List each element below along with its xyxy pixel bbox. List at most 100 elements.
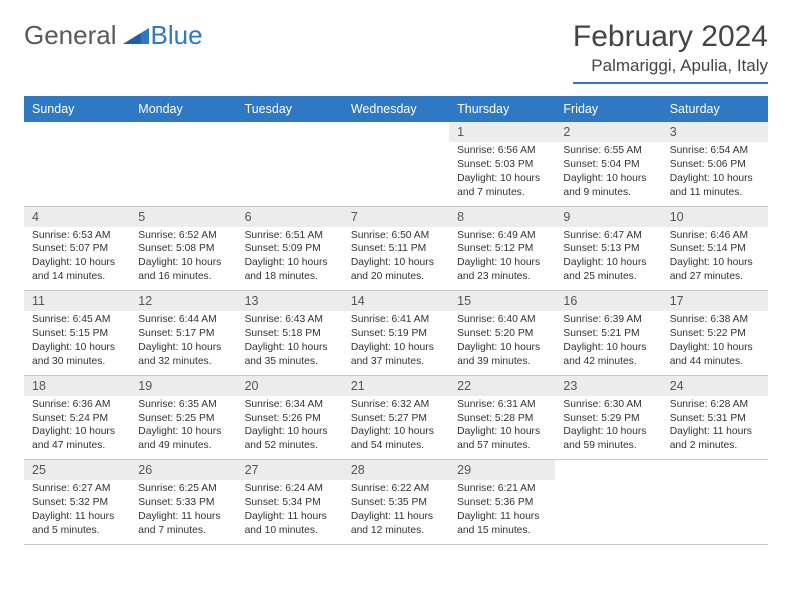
day-daylight: Daylight: 11 hours and 2 minutes.: [670, 425, 760, 453]
day-body: Sunrise: 6:35 AMSunset: 5:25 PMDaylight:…: [130, 398, 236, 454]
day-sunrise: Sunrise: 6:25 AM: [138, 482, 228, 496]
day-body: Sunrise: 6:44 AMSunset: 5:17 PMDaylight:…: [130, 313, 236, 369]
day-number: 20: [237, 376, 343, 396]
day-sunset: Sunset: 5:11 PM: [351, 242, 441, 256]
day-sunrise: Sunrise: 6:34 AM: [245, 398, 335, 412]
day-daylight: Daylight: 10 hours and 16 minutes.: [138, 256, 228, 284]
calendar-cell: [130, 122, 236, 207]
calendar-cell: 24Sunrise: 6:28 AMSunset: 5:31 PMDayligh…: [662, 376, 768, 461]
day-sunset: Sunset: 5:06 PM: [670, 158, 760, 172]
day-sunset: Sunset: 5:25 PM: [138, 412, 228, 426]
day-daylight: Daylight: 10 hours and 49 minutes.: [138, 425, 228, 453]
calendar-cell: 15Sunrise: 6:40 AMSunset: 5:20 PMDayligh…: [449, 291, 555, 376]
day-body: Sunrise: 6:50 AMSunset: 5:11 PMDaylight:…: [343, 229, 449, 285]
day-sunset: Sunset: 5:24 PM: [32, 412, 122, 426]
day-body: Sunrise: 6:56 AMSunset: 5:03 PMDaylight:…: [449, 144, 555, 200]
weekday-label: Thursday: [449, 96, 555, 122]
day-number: 22: [449, 376, 555, 396]
day-number: 26: [130, 460, 236, 480]
day-body: Sunrise: 6:54 AMSunset: 5:06 PMDaylight:…: [662, 144, 768, 200]
day-sunrise: Sunrise: 6:41 AM: [351, 313, 441, 327]
title-block: February 2024 Palmariggi, Apulia, Italy: [573, 20, 768, 84]
day-daylight: Daylight: 10 hours and 44 minutes.: [670, 341, 760, 369]
day-body: Sunrise: 6:47 AMSunset: 5:13 PMDaylight:…: [555, 229, 661, 285]
calendar-cell: 6Sunrise: 6:51 AMSunset: 5:09 PMDaylight…: [237, 207, 343, 292]
day-number: 6: [237, 207, 343, 227]
day-body: Sunrise: 6:31 AMSunset: 5:28 PMDaylight:…: [449, 398, 555, 454]
day-daylight: Daylight: 11 hours and 7 minutes.: [138, 510, 228, 538]
day-body: Sunrise: 6:41 AMSunset: 5:19 PMDaylight:…: [343, 313, 449, 369]
day-daylight: Daylight: 10 hours and 20 minutes.: [351, 256, 441, 284]
calendar-cell: 25Sunrise: 6:27 AMSunset: 5:32 PMDayligh…: [24, 460, 130, 545]
day-sunrise: Sunrise: 6:40 AM: [457, 313, 547, 327]
day-number: 12: [130, 291, 236, 311]
day-body: Sunrise: 6:34 AMSunset: 5:26 PMDaylight:…: [237, 398, 343, 454]
day-sunset: Sunset: 5:08 PM: [138, 242, 228, 256]
day-body: Sunrise: 6:32 AMSunset: 5:27 PMDaylight:…: [343, 398, 449, 454]
day-body: Sunrise: 6:45 AMSunset: 5:15 PMDaylight:…: [24, 313, 130, 369]
calendar-cell: 10Sunrise: 6:46 AMSunset: 5:14 PMDayligh…: [662, 207, 768, 292]
day-sunrise: Sunrise: 6:51 AM: [245, 229, 335, 243]
day-sunrise: Sunrise: 6:28 AM: [670, 398, 760, 412]
calendar-cell: 17Sunrise: 6:38 AMSunset: 5:22 PMDayligh…: [662, 291, 768, 376]
day-number: 19: [130, 376, 236, 396]
day-body: Sunrise: 6:39 AMSunset: 5:21 PMDaylight:…: [555, 313, 661, 369]
calendar-cell: [24, 122, 130, 207]
calendar-weekday-header: SundayMondayTuesdayWednesdayThursdayFrid…: [24, 96, 768, 122]
logo-text-blue: Blue: [151, 20, 203, 51]
day-daylight: Daylight: 10 hours and 14 minutes.: [32, 256, 122, 284]
day-sunset: Sunset: 5:19 PM: [351, 327, 441, 341]
day-body: Sunrise: 6:53 AMSunset: 5:07 PMDaylight:…: [24, 229, 130, 285]
day-sunset: Sunset: 5:14 PM: [670, 242, 760, 256]
day-sunrise: Sunrise: 6:55 AM: [563, 144, 653, 158]
day-sunrise: Sunrise: 6:47 AM: [563, 229, 653, 243]
day-sunrise: Sunrise: 6:53 AM: [32, 229, 122, 243]
calendar-cell: 13Sunrise: 6:43 AMSunset: 5:18 PMDayligh…: [237, 291, 343, 376]
weekday-label: Monday: [130, 96, 236, 122]
calendar-cell: [237, 122, 343, 207]
day-body: Sunrise: 6:52 AMSunset: 5:08 PMDaylight:…: [130, 229, 236, 285]
day-sunrise: Sunrise: 6:50 AM: [351, 229, 441, 243]
weekday-label: Tuesday: [237, 96, 343, 122]
calendar-cell: 18Sunrise: 6:36 AMSunset: 5:24 PMDayligh…: [24, 376, 130, 461]
logo-mark-icon: [123, 22, 149, 49]
calendar-cell: 27Sunrise: 6:24 AMSunset: 5:34 PMDayligh…: [237, 460, 343, 545]
day-sunset: Sunset: 5:17 PM: [138, 327, 228, 341]
day-sunrise: Sunrise: 6:27 AM: [32, 482, 122, 496]
day-sunrise: Sunrise: 6:31 AM: [457, 398, 547, 412]
day-body: Sunrise: 6:24 AMSunset: 5:34 PMDaylight:…: [237, 482, 343, 538]
calendar-grid: 1Sunrise: 6:56 AMSunset: 5:03 PMDaylight…: [24, 122, 768, 545]
calendar-cell: 22Sunrise: 6:31 AMSunset: 5:28 PMDayligh…: [449, 376, 555, 461]
day-body: Sunrise: 6:55 AMSunset: 5:04 PMDaylight:…: [555, 144, 661, 200]
day-sunset: Sunset: 5:12 PM: [457, 242, 547, 256]
day-number: 21: [343, 376, 449, 396]
calendar-cell: 16Sunrise: 6:39 AMSunset: 5:21 PMDayligh…: [555, 291, 661, 376]
day-number: 1: [449, 122, 555, 142]
day-body: Sunrise: 6:49 AMSunset: 5:12 PMDaylight:…: [449, 229, 555, 285]
day-sunset: Sunset: 5:15 PM: [32, 327, 122, 341]
day-daylight: Daylight: 10 hours and 59 minutes.: [563, 425, 653, 453]
day-sunrise: Sunrise: 6:24 AM: [245, 482, 335, 496]
day-sunset: Sunset: 5:13 PM: [563, 242, 653, 256]
day-body: Sunrise: 6:27 AMSunset: 5:32 PMDaylight:…: [24, 482, 130, 538]
month-title: February 2024: [573, 20, 768, 54]
day-sunrise: Sunrise: 6:45 AM: [32, 313, 122, 327]
day-body: Sunrise: 6:38 AMSunset: 5:22 PMDaylight:…: [662, 313, 768, 369]
day-body: Sunrise: 6:51 AMSunset: 5:09 PMDaylight:…: [237, 229, 343, 285]
day-number: 23: [555, 376, 661, 396]
day-sunset: Sunset: 5:18 PM: [245, 327, 335, 341]
day-sunset: Sunset: 5:04 PM: [563, 158, 653, 172]
calendar-cell: 3Sunrise: 6:54 AMSunset: 5:06 PMDaylight…: [662, 122, 768, 207]
calendar-cell: 11Sunrise: 6:45 AMSunset: 5:15 PMDayligh…: [24, 291, 130, 376]
day-daylight: Daylight: 11 hours and 12 minutes.: [351, 510, 441, 538]
calendar-cell: 12Sunrise: 6:44 AMSunset: 5:17 PMDayligh…: [130, 291, 236, 376]
day-number: 16: [555, 291, 661, 311]
day-number: 13: [237, 291, 343, 311]
day-sunrise: Sunrise: 6:21 AM: [457, 482, 547, 496]
calendar-cell: 19Sunrise: 6:35 AMSunset: 5:25 PMDayligh…: [130, 376, 236, 461]
day-number: 7: [343, 207, 449, 227]
day-sunset: Sunset: 5:20 PM: [457, 327, 547, 341]
day-sunset: Sunset: 5:26 PM: [245, 412, 335, 426]
day-number: 29: [449, 460, 555, 480]
day-daylight: Daylight: 11 hours and 15 minutes.: [457, 510, 547, 538]
